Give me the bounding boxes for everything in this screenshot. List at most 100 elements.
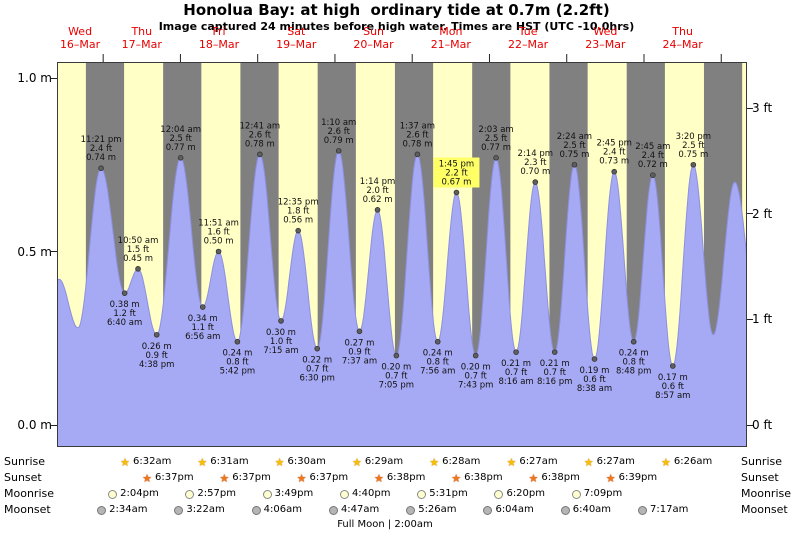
day-label: Wed 16–Mar [59,25,101,51]
tide-point-label: 0.8 ft [622,358,645,368]
moonrise-circle-icon [494,489,504,499]
tide-point-label: 12:04 am [160,125,201,135]
tide-point-label: 0.7 ft [385,372,408,382]
tide-point-label: 12:35 pm [278,198,319,208]
sunrise-star-icon: ★ [120,455,131,469]
tide-point-label: 2:24 am [557,132,592,142]
tide-point-dot [669,363,676,369]
tide-point-dot [374,207,381,213]
tide-point-label: 2:03 am [478,125,513,135]
tide-point-dot [314,345,321,352]
moonrise-time: 7:09pm [571,488,622,500]
tide-point-label: 0.27 m [345,338,375,348]
sunset-star-icon: ★ [219,471,230,485]
astro-time-text: 2:57pm [197,488,236,499]
y-axis-label-ft: 1 ft [752,312,773,326]
tide-point-label: 6:56 am [185,332,220,342]
sunset-time: ★ 6:38pm [451,472,502,484]
tide-point-dot [414,151,421,158]
tide-point-label: 5:42 pm [220,367,255,377]
astro-time-text: 5:26am [418,504,457,515]
tide-point-label: 1.8 ft [287,207,310,217]
tide-point-label: 0.24 m [619,349,649,359]
moonset-circle-icon [637,505,647,515]
tide-point-label: 6:30 pm [300,374,335,384]
tide-point-dot [153,331,160,338]
sunrise-star-icon: ★ [429,455,440,469]
y-axis-tick [51,251,57,252]
page-title: Honolua Bay: at high ordinary tide at 0.… [183,1,610,19]
tide-point-label: 8:16 am [498,377,533,387]
tide-point-label: 0.7 ft [464,372,487,382]
astro-time-text: 6:27am [519,456,558,467]
tide-point-dot [472,352,479,359]
sunrise-star-icon: ★ [274,455,285,469]
tide-point-label: 0.74 m [86,153,116,163]
astro-time-text: 6:20pm [506,488,545,499]
tide-point-label: 0.34 m [188,314,218,324]
sunrise-star-icon: ★ [197,455,208,469]
tide-point-label: 1.2 ft [113,309,136,319]
tide-point-label: 0.70 m [520,167,550,177]
tide-point-dot [650,172,656,178]
tide-point-label: 0.21 m [540,359,570,369]
tide-point-label: 0.21 m [501,359,531,369]
moonrise-row-label: Moonrise [4,487,54,500]
moonrise-circle-icon [108,489,118,499]
tide-point-label: 0.8 ft [226,358,249,368]
tide-point-label: 12:41 am [240,121,281,131]
tide-point-label: 0.9 ft [348,347,371,357]
sunrise-time: ★ 6:28am [429,456,480,468]
astro-time-text: 6:37pm [309,472,349,483]
astro-time-text: 6:32am [133,456,172,467]
sunrise-star-icon: ★ [351,455,362,469]
tide-point-label: 0.20 m [381,363,411,373]
chart-border [57,62,747,447]
moonset-time: 6:40am [560,504,611,516]
tide-point-label: 1:14 pm [360,177,395,187]
tide-point-label: 2.5 ft [563,141,586,151]
tide-point-label: 0.7 ft [544,368,567,378]
astro-time-text: 6:27am [596,456,635,467]
sunset-star-icon: ★ [451,471,462,485]
tide-point-dot [199,304,206,310]
moonrise-time: 2:57pm [185,488,236,500]
tide-chart: 11:21 pm 2.4 ft 0.74 m 0.38 m 1.2 ft 6:40 am 1… [57,54,747,447]
astro-time-text: 6:28am [442,456,481,467]
moonset-time: 7:17am [637,504,688,516]
tide-point-label: 0.62 m [363,195,393,205]
sunrise-row-label: Sunrise [741,455,783,468]
astro-time-text: 6:39pm [618,472,658,483]
tide-point-label: 0.7 ft [505,368,528,378]
y-axis-tick [747,108,753,109]
tide-point-label: 3:20 pm [676,132,711,142]
astro-time-text: 6:26am [673,456,713,467]
moonset-time: 6:04am [483,504,534,516]
tide-point-label: 1:10 am [321,118,356,128]
tide-point-dot [453,189,460,196]
tide-point-dot [630,338,637,345]
tide-point-label: 0.50 m [204,237,234,247]
tide-point-label: 0.75 m [559,150,589,160]
tide-point-label: 0.22 m [302,356,332,366]
tide-point-dot [121,290,128,296]
tide-point-label: 0.78 m [245,139,275,149]
moonrise-circle-icon [339,489,349,499]
day-label: Thu 24–Mar [662,25,703,51]
sunset-star-icon: ★ [528,471,539,485]
y-axis-label-ft: 3 ft [752,101,773,115]
tide-point-label: 0.56 m [283,216,313,226]
tide-point-label: 2.5 ft [485,134,508,144]
sunrise-star-icon: ★ [583,455,594,469]
y-axis-tick [51,78,57,79]
tide-point-label: 8:48 pm [616,367,651,377]
sunset-time: ★ 6:37pm [297,472,348,484]
sunrise-time: ★ 6:32am [120,456,171,468]
tide-point-dot [551,349,558,355]
moonrise-time: 3:49pm [262,488,313,500]
y-axis-tick [747,213,753,214]
sunrise-time: ★ 6:29am [352,456,403,468]
day-label: Tue 22–Mar [507,25,549,51]
tide-point-label: 0.72 m [638,160,668,170]
tide-point-label: 0.6 ft [583,375,606,385]
